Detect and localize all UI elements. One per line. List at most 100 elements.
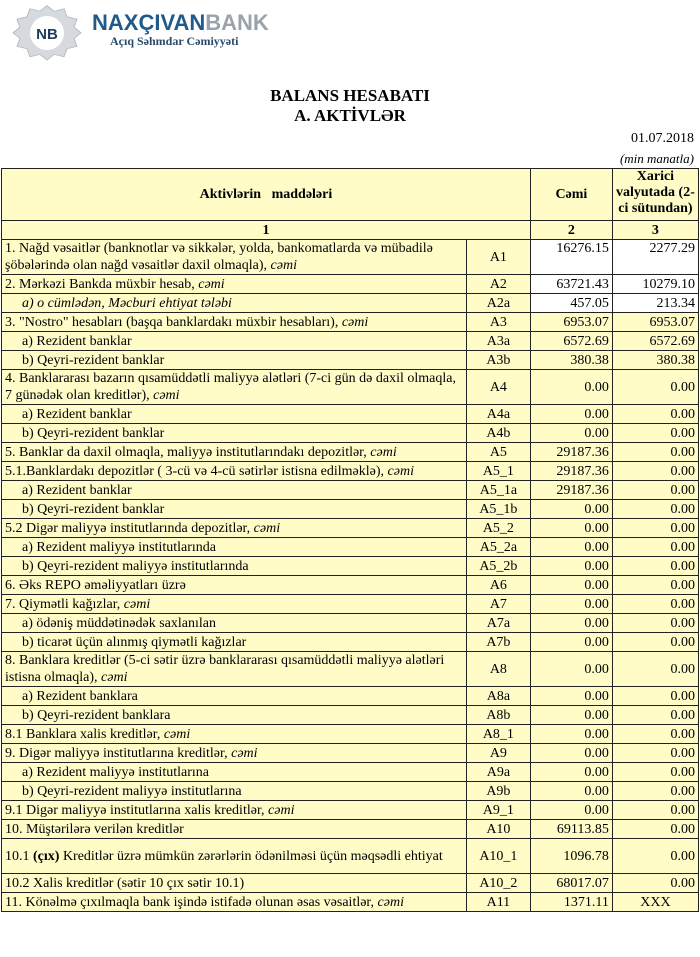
label-text: a) Rezident banklar — [22, 406, 132, 422]
row-code: A5_1 — [465, 461, 531, 481]
row-label: 11. Könəlmə çıxılmaqla bank işində istif… — [1, 892, 467, 912]
row-label: a) Rezident banklar — [1, 404, 467, 424]
label-text: b) Qeyri-rezident maliyyə institutlarınd… — [22, 558, 249, 574]
table-row: 9.1 Digər maliyyə institutlarına xalis k… — [1, 800, 700, 820]
label-text: 10. Müştərilərə verilən kreditlər — [5, 821, 184, 837]
table-row: a) Rezident maliyyə institutlarında A5_2a… — [1, 537, 700, 557]
label-text: 5.1.Banklardakı depozitlər ( 3-cü və 4-c… — [5, 463, 388, 479]
row-code: A4b — [465, 423, 531, 443]
row-label: b) Qeyri-rezident banklar — [1, 499, 467, 519]
label-text: 4. Banklararası bazarın qısamüddətli mal… — [5, 371, 456, 403]
row-total: 0.00 — [529, 404, 613, 424]
row-total: 0.00 — [529, 369, 613, 405]
row-label: a) Rezident banklar — [1, 331, 467, 351]
row-code: A3b — [465, 350, 531, 370]
row-label: 5. Banklar da daxil olmaqla, maliyyə ins… — [1, 442, 467, 462]
row-fx: 0.00 — [611, 632, 700, 652]
label-italic: cəmi — [123, 596, 151, 612]
row-code: A1 — [465, 239, 531, 275]
row-label: a) Rezident maliyyə institutlarına — [1, 762, 467, 782]
label-text: 7. Qiymətli kağızlar, — [5, 596, 124, 612]
row-code: A4a — [465, 404, 531, 424]
table-row: 4. Banklararası bazarın qısamüddətli mal… — [1, 369, 700, 405]
row-label: 2. Mərkəzi Bankda müxbir hesab, cəmi — [1, 274, 467, 294]
table-row: 1. Nağd vəsaitlər (banknotlar və sikkələ… — [1, 239, 700, 275]
label-text: 8. Banklara kreditlər (5-ci sətir üzrə b… — [5, 653, 445, 685]
label-text: 10.1 — [5, 848, 33, 864]
table-row: 3. "Nostro" hesabları (başqa banklardakı… — [1, 312, 700, 332]
row-code: A9_1 — [465, 800, 531, 820]
table-row: a) o cümlədən, Məcburi ehtiyat tələbi A2a… — [1, 293, 700, 313]
tagline: Açıq Səhmdar Cəmiyyəti — [110, 34, 239, 48]
row-total: 0.00 — [529, 705, 613, 725]
label-italic: cəmi — [153, 388, 180, 403]
row-label: 10. Müştərilərə verilən kreditlər — [1, 819, 467, 839]
col-number-3: 3 — [611, 220, 700, 240]
table-row: 8.1 Banklara xalis kreditlər, cəmi A8_1 0.… — [1, 724, 700, 744]
bank-logo: NB — [8, 4, 308, 61]
label-italic: cəmi — [387, 463, 414, 479]
header-fx: Xarici valyutada (2-ci sütundan) — [611, 168, 700, 221]
row-fx: 0.00 — [611, 556, 700, 576]
row-total: 16276.15 — [529, 239, 613, 275]
row-total: 0.00 — [529, 800, 613, 820]
row-code: A5_2b — [465, 556, 531, 576]
label-text: 9.1 Digər maliyyə institutlarına xalis k… — [5, 802, 269, 818]
label-text: a) ödəniş müddətinədək saxlanılan — [22, 615, 216, 631]
row-label: 8.1 Banklara xalis kreditlər, cəmi — [1, 724, 467, 744]
gear-emblem-icon: NB — [12, 5, 82, 61]
label-strong: (çıx) — [33, 848, 60, 864]
label-text: 5. Banklar da daxil olmaqla, maliyyə ins… — [5, 444, 371, 460]
label-text: b) Qeyri-rezident maliyyə institutlarına — [22, 783, 242, 799]
label-italic: cəmi — [253, 520, 281, 536]
table-row: 10. Müştərilərə verilən kreditlər A10 6911… — [1, 819, 700, 839]
row-label: 4. Banklararası bazarın qısamüddətli mal… — [1, 369, 467, 405]
unit-note: (min manatla) — [619, 151, 694, 166]
row-label: a) o cümlədən, Məcburi ehtiyat tələbi — [1, 293, 467, 313]
row-code: A4 — [465, 369, 531, 405]
row-total: 0.00 — [529, 781, 613, 801]
row-total: 63721.43 — [529, 274, 613, 294]
row-label: 6. Əks REPO əməliyyatları üzrə — [1, 575, 467, 595]
row-total: 0.00 — [529, 537, 613, 557]
table-row: 5.1.Banklardakı depozitlər ( 3-cü və 4-c… — [1, 461, 700, 481]
row-fx: 0.00 — [611, 613, 700, 633]
row-code: A8_1 — [465, 724, 531, 744]
row-fx: 2277.29 — [611, 239, 700, 275]
row-fx: 0.00 — [611, 575, 700, 595]
row-code: A9b — [465, 781, 531, 801]
row-total: 0.00 — [529, 499, 613, 519]
row-label: 8. Banklara kreditlər (5-ci sətir üzrə b… — [1, 651, 467, 687]
report-title: BALANS HESABATI — [270, 86, 430, 105]
col-number-1: 1 — [1, 220, 531, 240]
row-code: A5 — [465, 442, 531, 462]
row-label: b) Qeyri-rezident banklar — [1, 423, 467, 443]
row-total: 29187.36 — [529, 480, 613, 500]
row-fx: 0.00 — [611, 873, 700, 893]
row-total: 29187.36 — [529, 442, 613, 462]
row-label: b) Qeyri-rezident maliyyə institutlarınd… — [1, 556, 467, 576]
row-fx: 0.00 — [611, 781, 700, 801]
table-row: 7. Qiymətli kağızlar, cəmi A7 0.00 0.00 — [1, 594, 700, 614]
row-total: 68017.07 — [529, 873, 613, 893]
label-text: a) Rezident maliyyə institutlarında — [22, 539, 216, 555]
table-row: 5.2 Digər maliyyə institutlarında depozi… — [1, 518, 700, 538]
table-row: 9. Digər maliyyə institutlarına kreditlə… — [1, 743, 700, 763]
brand-part1: NAXÇIVAN — [92, 10, 206, 35]
row-label: b) Qeyri-rezident banklara — [1, 705, 467, 725]
row-label: a) ödəniş müddətinədək saxlanılan — [1, 613, 467, 633]
row-total: 0.00 — [529, 556, 613, 576]
row-fx: 6572.69 — [611, 331, 700, 351]
row-label: 10.1 (çıx) Kreditlər üzrə mümkün zərərlə… — [1, 838, 467, 874]
row-fx: 0.00 — [611, 800, 700, 820]
table-row: 5. Banklar da daxil olmaqla, maliyyə ins… — [1, 442, 700, 462]
row-label: b) Qeyri-rezident maliyyə institutlarına — [1, 781, 467, 801]
row-label: 1. Nağd vəsaitlər (banknotlar və sikkələ… — [1, 239, 467, 275]
row-code: A8b — [465, 705, 531, 725]
row-label: 9.1 Digər maliyyə institutlarına xalis k… — [1, 800, 467, 820]
row-fx: 0.00 — [611, 537, 700, 557]
row-fx: 0.00 — [611, 724, 700, 744]
label-text: 5.2 Digər maliyyə institutlarında depozi… — [5, 520, 254, 536]
table-row: 10.2 Xalis kreditlər (sətir 10 çıx sətir… — [1, 873, 700, 893]
row-code: A7a — [465, 613, 531, 633]
